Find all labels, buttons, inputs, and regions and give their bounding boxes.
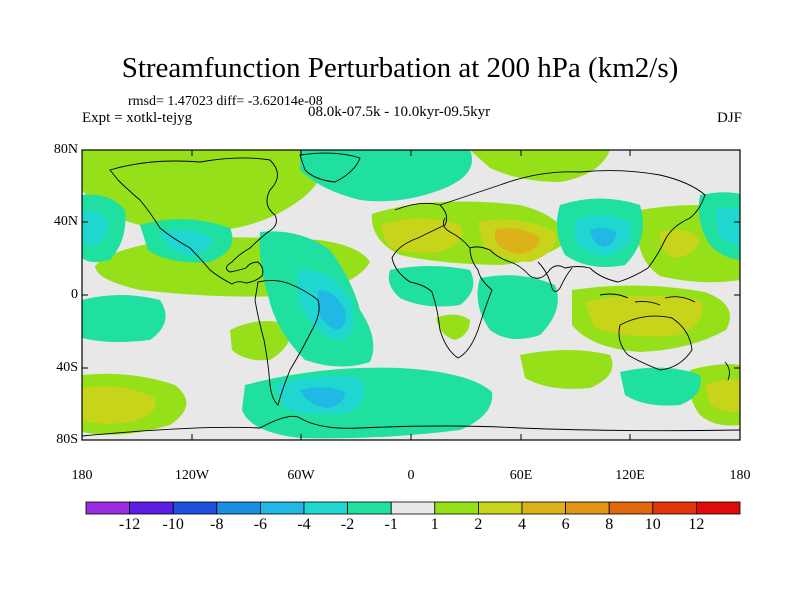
pos-maritime-core	[585, 295, 703, 337]
colorbar-cell	[477, 501, 523, 515]
coast-eurasia	[439, 170, 706, 283]
season-text: DJF	[716, 110, 742, 126]
coast-india	[537, 261, 573, 292]
neg-east-asia-core	[590, 227, 616, 247]
pos-middle-east-core	[495, 228, 540, 254]
period-text: 08.0k-07.5k - 10.0kyr-09.5kyr	[308, 104, 491, 120]
lon-label: 120E	[615, 468, 645, 483]
neg-north-america-core	[160, 230, 212, 256]
pos-south-pacific-east-core	[705, 379, 740, 413]
colorbar-label: 12	[688, 516, 705, 533]
coast-north-america	[109, 157, 278, 285]
lon-label: 180	[729, 468, 751, 483]
colorbar-cell	[172, 501, 218, 515]
rmsd-text: rmsd= 1.47023 diff= -3.62014e-08	[128, 94, 323, 109]
neg-indian-region	[477, 275, 558, 339]
coast-greenland	[299, 152, 361, 183]
colorbar-label: -12	[118, 516, 141, 533]
pos-north-pacific-region	[82, 150, 320, 232]
coast-south-america	[254, 279, 320, 406]
pos-south-america-region	[230, 321, 291, 361]
neg-east-pacific-core	[716, 208, 740, 245]
lon-label: 60E	[509, 468, 533, 483]
coastlines	[82, 152, 740, 437]
colorbar-cell	[696, 501, 741, 515]
colorbar-label: 6	[561, 516, 570, 533]
lat-label: 40S	[56, 360, 78, 375]
lat-label: 80N	[53, 142, 78, 157]
colorbar-label: 2	[474, 516, 483, 533]
coast-australia	[618, 315, 693, 371]
colorbar-cell	[652, 501, 697, 515]
colorbar-cell	[608, 501, 654, 515]
colorbar-cell	[85, 501, 130, 515]
colorbar-cell	[216, 501, 261, 515]
neg-southern-ocean-core	[300, 387, 345, 408]
neg-west-pacific-core	[82, 211, 108, 246]
colorbar-label: -1	[384, 516, 398, 533]
coast-antarctica	[82, 415, 740, 437]
colorbar-label: 10	[644, 516, 661, 533]
colorbar-cells	[85, 501, 741, 515]
colorbar-cell	[521, 501, 566, 515]
lat-label: 0	[71, 287, 78, 302]
pos-north-europe-region	[470, 150, 610, 182]
pos-south-pacific-core	[82, 386, 156, 424]
page-title: Streamfunction Perturbation at 200 hPa (…	[121, 52, 679, 84]
neg-south-pacific-west	[82, 295, 166, 343]
colorbar-label: -4	[297, 516, 311, 533]
coast-new-zealand	[724, 361, 730, 381]
lat-label: 40N	[53, 214, 78, 229]
pos-africa-south-region	[436, 314, 470, 340]
neg-australia-south	[620, 367, 701, 406]
colorbar-cell	[303, 501, 348, 515]
pos-pacific-east-core	[659, 229, 700, 258]
colorbar-cell	[434, 501, 479, 515]
pos-south-indian-region	[520, 350, 613, 389]
coast-africa-europe	[391, 202, 493, 359]
lon-label: 120W	[174, 468, 210, 483]
colorbar-cell	[347, 501, 392, 515]
experiment-text: Expt = xotkl-tejyg	[82, 110, 193, 126]
colorbar-cell	[259, 501, 305, 515]
colorbar-cell	[390, 501, 436, 515]
colorbar-label: -8	[210, 516, 224, 533]
colorbar-label: -2	[340, 516, 355, 533]
colorbar-label: -10	[162, 516, 184, 533]
lon-label: 180	[71, 468, 93, 483]
neg-arctic-region	[300, 150, 472, 202]
coast-indonesia	[599, 293, 696, 306]
lon-label: 0	[407, 468, 415, 483]
neg-tropical-atlantic-region	[388, 266, 474, 307]
pos-euro-core	[380, 218, 463, 253]
axis-ticks	[81, 149, 741, 441]
colorbar-label: 8	[605, 516, 614, 533]
colorbar-cell	[565, 501, 610, 515]
colorbar-label: 4	[518, 516, 526, 533]
lon-label: 60W	[287, 468, 315, 483]
neg-atlantic-peak	[318, 290, 346, 330]
lat-label: 80S	[56, 432, 78, 447]
colorbar-label: 1	[430, 516, 439, 533]
colorbar-label: -6	[253, 516, 268, 533]
colorbar-cell	[129, 501, 174, 515]
